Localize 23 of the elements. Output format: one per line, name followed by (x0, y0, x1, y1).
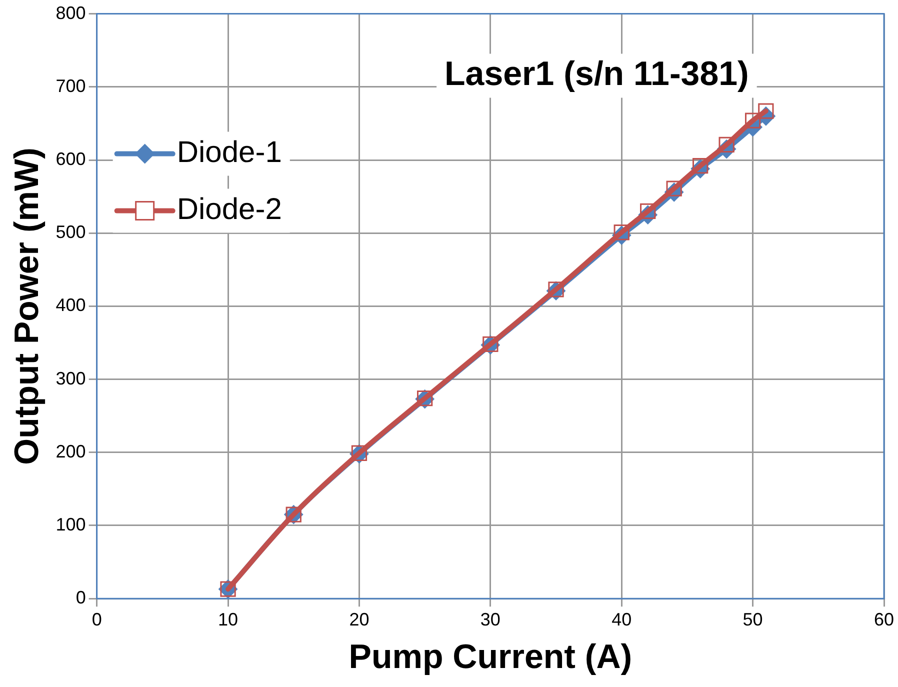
text: Laser1 (s/n 11-381) (444, 55, 749, 94)
x-tick-label: 50 (742, 609, 763, 630)
x-tick-label: 20 (349, 609, 370, 630)
x-tick-label: 0 (92, 609, 102, 630)
y-tick-label: 200 (56, 441, 86, 462)
x-tick-label: 60 (874, 609, 894, 630)
y-tick-label: 700 (56, 76, 86, 96)
x-axis-title: Pump Current (A) (348, 638, 632, 676)
y-tick-label: 500 (56, 222, 86, 242)
y-tick-label: 300 (56, 368, 86, 388)
y-axis-title: Output Power (mW) (8, 148, 46, 465)
point (758, 103, 774, 119)
legend-label: Diode-2 (176, 193, 282, 226)
y-tick-label: 600 (56, 148, 86, 169)
y-tick-label: 400 (56, 295, 86, 316)
point (744, 112, 761, 128)
legend-label: Diode-1 (176, 136, 282, 170)
x-tick-label: 30 (480, 609, 500, 630)
x-tick-label: 10 (218, 609, 238, 630)
y-tick-label: 800 (56, 2, 86, 23)
y-tick-label: 0 (76, 588, 86, 608)
y-tick-label: 100 (56, 514, 86, 534)
x-tick-label: 40 (612, 609, 632, 630)
